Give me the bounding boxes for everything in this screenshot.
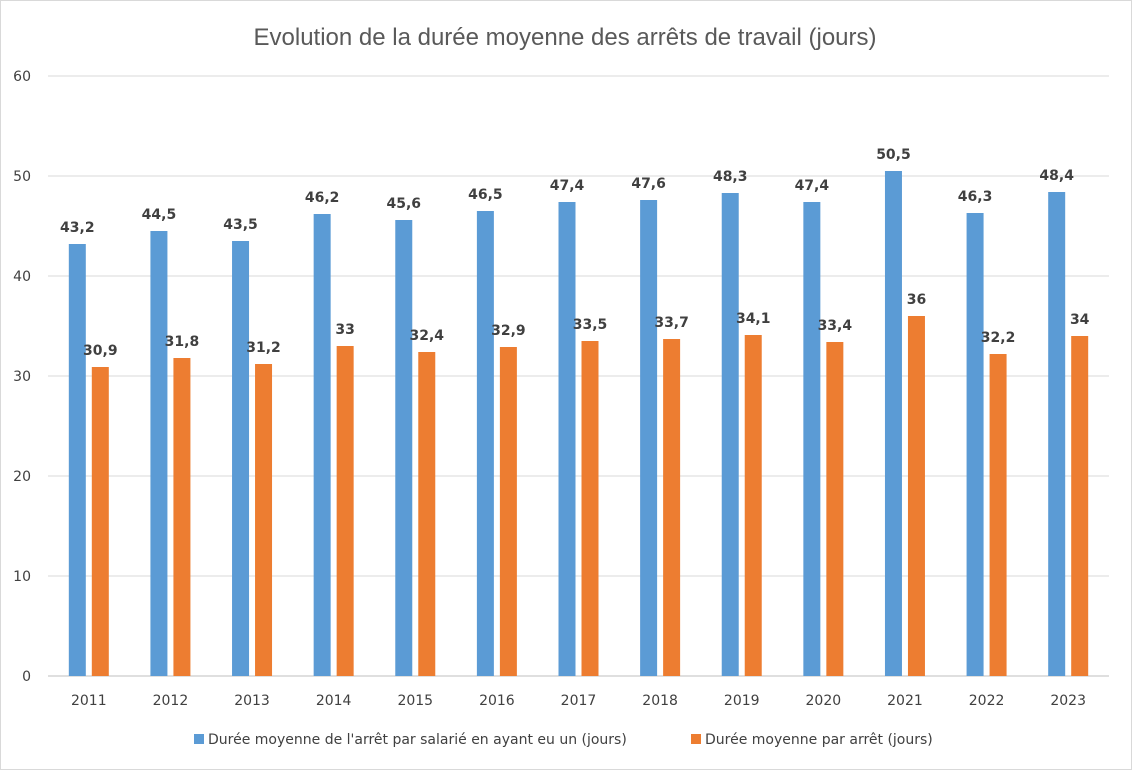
- data-label: 32,4: [409, 328, 444, 344]
- x-tick-label: 2019: [724, 693, 760, 709]
- legend-item-duree-par-salarie: Durée moyenne de l'arrêt par salarié en …: [194, 732, 627, 748]
- bar-duree-par-arret: [1071, 336, 1089, 676]
- x-tick-label: 2020: [806, 693, 842, 709]
- data-label: 30,9: [83, 343, 118, 359]
- data-label: 34: [1070, 312, 1090, 328]
- bar-duree-par-salarie: [150, 231, 168, 676]
- data-label: 48,3: [713, 169, 748, 185]
- gridlines: [48, 75, 1109, 677]
- x-tick-label: 2023: [1050, 693, 1086, 709]
- bar-duree-par-arret: [826, 342, 844, 676]
- bar-duree-par-salarie: [232, 241, 250, 676]
- x-tick-label: 2011: [71, 693, 107, 709]
- x-tick-label: 2012: [153, 693, 189, 709]
- bar-duree-par-arret: [91, 367, 109, 676]
- x-tick-label: 2022: [969, 693, 1005, 709]
- legend-swatch: [194, 734, 204, 744]
- legend-item-duree-par-arret: Durée moyenne par arrêt (jours): [691, 732, 933, 748]
- y-tick-label: 20: [13, 469, 31, 485]
- legend-swatch: [691, 734, 701, 744]
- legend-label: Durée moyenne par arrêt (jours): [705, 732, 933, 748]
- x-tick-label: 2021: [887, 693, 923, 709]
- x-tick-label: 2014: [316, 693, 352, 709]
- y-tick-label: 40: [13, 269, 31, 285]
- data-label: 50,5: [876, 147, 911, 163]
- x-tick-label: 2015: [397, 693, 433, 709]
- x-tick-label: 2017: [561, 693, 597, 709]
- data-label: 45,6: [386, 196, 421, 212]
- legend: Durée moyenne de l'arrêt par salarié en …: [194, 732, 933, 748]
- data-label: 33: [335, 322, 354, 338]
- bar-duree-par-arret: [744, 335, 762, 676]
- x-tick-label: 2016: [479, 693, 515, 709]
- chart-title: Evolution de la durée moyenne des arrêts…: [254, 24, 877, 51]
- data-label: 34,1: [736, 311, 771, 327]
- bar-duree-par-salarie: [313, 214, 331, 676]
- data-label: 43,2: [60, 220, 95, 236]
- x-tick-label: 2018: [642, 693, 678, 709]
- bar-duree-par-salarie: [966, 213, 984, 676]
- data-label: 46,5: [468, 187, 503, 203]
- y-tick-label: 50: [13, 169, 31, 185]
- data-label: 33,7: [654, 315, 689, 331]
- bar-duree-par-arret: [418, 352, 436, 676]
- data-label: 43,5: [223, 217, 258, 233]
- data-label: 47,4: [550, 178, 585, 194]
- x-tick-label: 2013: [234, 693, 270, 709]
- bar-duree-par-arret: [907, 316, 925, 676]
- data-label: 46,3: [958, 189, 993, 205]
- data-label: 46,2: [305, 190, 340, 206]
- bar-duree-par-arret: [581, 341, 599, 676]
- data-label: 31,8: [165, 334, 200, 350]
- bar-duree-par-arret: [663, 339, 681, 676]
- bar-duree-par-salarie: [640, 200, 658, 676]
- bar-duree-par-salarie: [803, 202, 821, 676]
- data-label: 33,5: [573, 317, 608, 333]
- bar-duree-par-salarie: [558, 202, 576, 676]
- bar-duree-par-salarie: [721, 193, 739, 676]
- bars: 43,2 30,9 44,5 31,8 43,5 31,2 46,2 33 45,6 32,4 46…: [60, 147, 1090, 676]
- data-label: 47,6: [631, 176, 666, 192]
- bar-duree-par-salarie: [1048, 192, 1066, 676]
- data-label: 32,2: [981, 330, 1016, 346]
- bar-duree-par-arret: [255, 364, 273, 676]
- data-label: 48,4: [1039, 168, 1074, 184]
- y-tick-label: 0: [22, 669, 31, 685]
- bar-duree-par-arret: [989, 354, 1007, 676]
- data-label: 33,4: [818, 318, 853, 334]
- bar-duree-par-salarie: [476, 211, 494, 676]
- y-tick-label: 60: [13, 69, 31, 85]
- data-label: 47,4: [795, 178, 830, 194]
- bar-duree-par-salarie: [68, 244, 86, 676]
- bar-duree-par-arret: [173, 358, 191, 676]
- legend-label: Durée moyenne de l'arrêt par salarié en …: [208, 732, 627, 748]
- y-axis-ticks: 0 10 20 30 40 50 60: [13, 69, 31, 685]
- y-tick-label: 10: [13, 569, 31, 585]
- data-label: 32,9: [491, 323, 526, 339]
- data-label: 44,5: [142, 207, 177, 223]
- bar-duree-par-salarie: [884, 171, 902, 676]
- data-label: 31,2: [246, 340, 281, 356]
- bar-duree-par-arret: [499, 347, 517, 676]
- bar-duree-par-salarie: [395, 220, 413, 676]
- y-tick-label: 30: [13, 369, 31, 385]
- data-label: 36: [907, 292, 926, 308]
- bar-duree-par-arret: [336, 346, 354, 676]
- x-axis-ticks: 2011 2012 2013 2014 2015 2016 2017 2018 2019 2020…: [71, 693, 1086, 709]
